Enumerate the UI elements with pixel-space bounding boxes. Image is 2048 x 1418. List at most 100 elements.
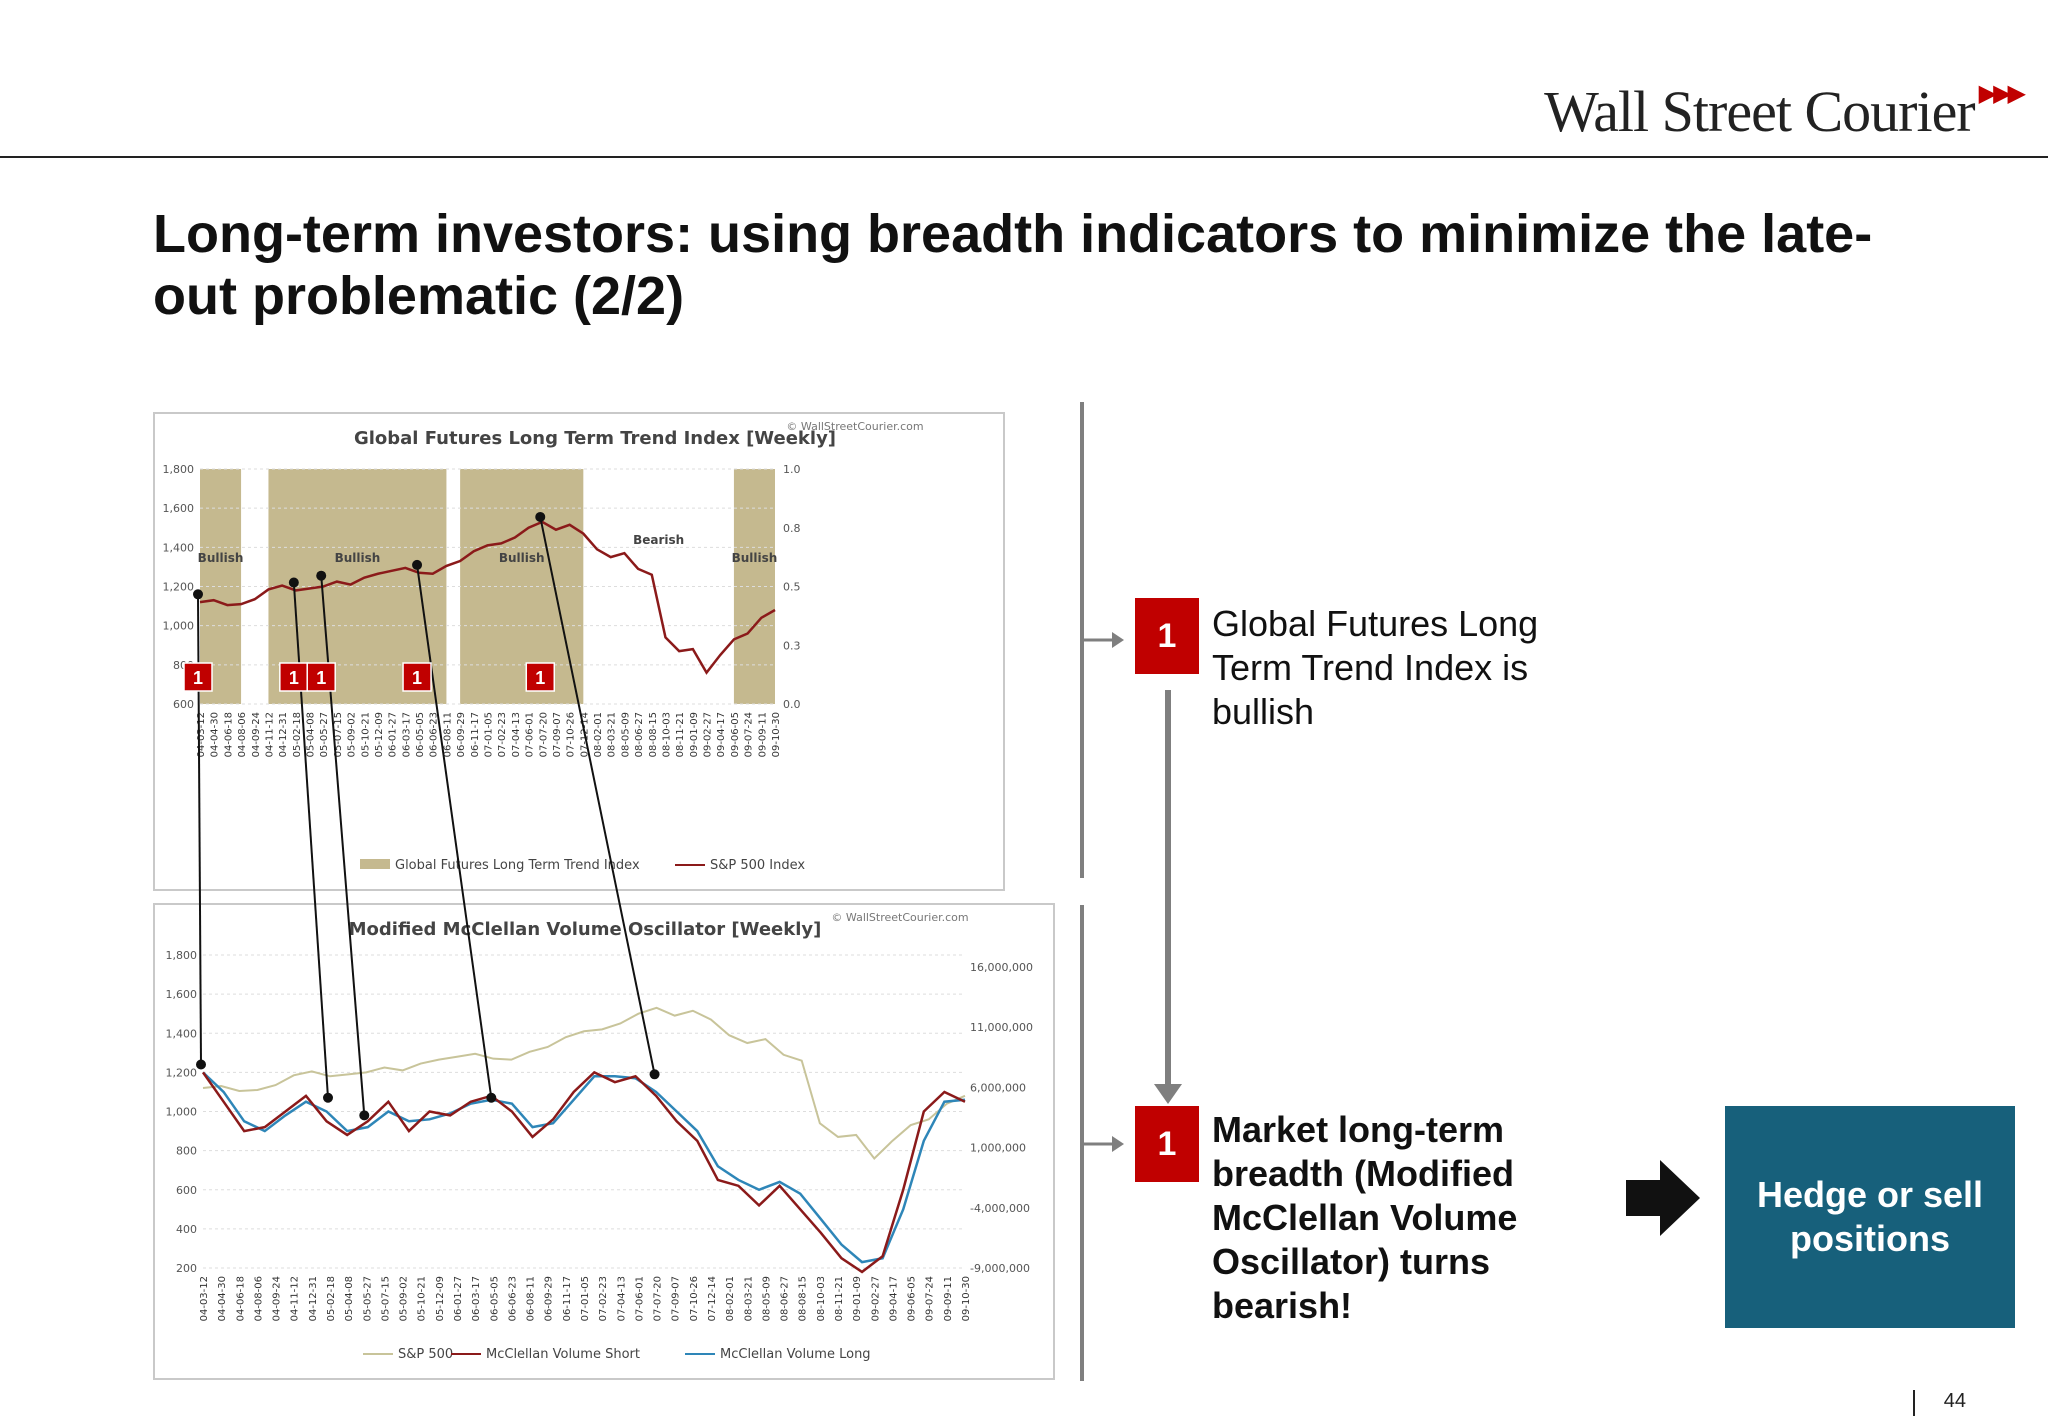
x-tick-label: 05-02-18 [326, 1276, 337, 1321]
chart-legend: S&P 500 McClellan Volume Short McClellan… [363, 1347, 871, 1362]
section-divider [1080, 905, 1084, 1381]
chart-mcclellan: Modified McClellan Volume Oscillator [We… [166, 911, 1033, 1362]
x-tick-label: 07-04-13 [511, 712, 522, 757]
header-divider [0, 156, 2048, 158]
x-tick-label: 06-06-23 [429, 712, 440, 757]
x-tick-label: 08-08-15 [798, 1276, 809, 1321]
x-tick-label: 04-06-18 [223, 712, 234, 757]
x-tick-label: 05-09-02 [399, 1276, 410, 1321]
x-tick-label: 05-02-18 [292, 712, 303, 757]
marker-dot [196, 1059, 206, 1070]
y-right-tick-label: -9,000,000 [970, 1262, 1030, 1275]
x-tick-label: 05-07-15 [380, 1276, 391, 1321]
x-tick-label: 06-11-17 [562, 1276, 573, 1321]
y-left-tick-label: 800 [176, 1145, 197, 1158]
y-left-tick-label: 1,800 [166, 949, 198, 962]
chart-panel-mcclellan: Modified McClellan Volume Oscillator [We… [153, 903, 1055, 1380]
chart-panel-trend-index: Global Futures Long Term Trend Index [We… [153, 412, 1005, 891]
brand-name: Wall Street Courier [1544, 79, 1976, 144]
x-tick-label: 07-09-07 [552, 712, 563, 757]
page-number-separator [1913, 1390, 1915, 1416]
x-tick-label: 08-11-21 [834, 1276, 845, 1321]
x-tick-label: 08-06-27 [780, 1276, 791, 1321]
marker-badge-label: 1 [289, 668, 299, 688]
x-tick-label: 09-02-27 [870, 1276, 881, 1321]
x-tick-label: 08-02-01 [593, 712, 604, 757]
x-tick-label: 08-11-21 [675, 712, 686, 757]
x-tick-label: 07-02-23 [598, 1276, 609, 1321]
x-tick-label: 05-10-21 [417, 1276, 428, 1321]
legend-swatch [360, 859, 390, 869]
brand-logo: Wall Street Courier ▶▶▶ [1544, 78, 2026, 145]
y-right-tick-label: 0.0 [783, 698, 801, 711]
y-right-tick-label: 0.5 [783, 581, 801, 594]
x-tick-label: 08-05-09 [620, 712, 631, 757]
marker-dot [288, 577, 299, 588]
legend-label: Global Futures Long Term Trend Index [395, 858, 640, 873]
marker-dot [486, 1092, 497, 1103]
y-right-tick-label: 11,000,000 [970, 1021, 1033, 1034]
y-left-tick-label: 600 [176, 1184, 197, 1197]
x-tick-label: 06-05-05 [415, 712, 426, 757]
sp500-series-line [199, 520, 776, 675]
y-right-tick-label: 1,000,000 [970, 1142, 1026, 1155]
hedge-or-sell-box: Hedge or sell positions [1725, 1106, 2015, 1328]
x-tick-label: 06-08-11 [526, 1276, 537, 1321]
x-tick-label: 08-03-21 [743, 1276, 754, 1321]
connector-line [292, 582, 329, 1098]
legend-label: S&P 500 [398, 1347, 453, 1362]
x-tick-label: 07-01-05 [580, 1276, 591, 1321]
x-tick-label: 07-07-20 [653, 1276, 664, 1321]
y-left-tick-label: 1,600 [163, 502, 195, 515]
x-tick-label: 07-12-14 [707, 1276, 718, 1321]
legend-label: McClellan Volume Long [720, 1347, 871, 1362]
x-tick-label: 06-09-29 [544, 1276, 555, 1321]
x-tick-label: 08-06-27 [634, 712, 645, 757]
x-tick-label: 05-05-27 [319, 712, 330, 757]
x-tick-label: 05-09-02 [347, 712, 358, 757]
x-tick-label: 07-04-13 [616, 1276, 627, 1321]
x-tick-label: 09-09-11 [757, 712, 768, 757]
marker-badge-label: 1 [193, 668, 203, 688]
x-tick-label: 06-01-27 [388, 712, 399, 757]
mcclellan-long-series-line [202, 1071, 966, 1264]
chart-title: Global Futures Long Term Trend Index [We… [354, 428, 836, 449]
x-tick-label: 09-10-30 [961, 1276, 972, 1321]
sp500-olive-series-line [202, 1006, 966, 1160]
step-1-text: Global Futures Long Term Trend Index is … [1212, 603, 1539, 732]
marker-badge-label: 1 [316, 668, 326, 688]
chart-legend: Global Futures Long Term Trend Index S&P… [360, 858, 805, 873]
x-tick-label: 05-04-08 [306, 712, 317, 757]
x-tick-label: 09-06-05 [907, 1276, 918, 1321]
right-arrow-icon [1084, 1136, 1124, 1152]
x-tick-label: 07-06-01 [634, 1276, 645, 1321]
regime-label: Bullish [499, 551, 545, 565]
step-2-text: Market long-term breadth (Modified McCle… [1212, 1109, 1518, 1326]
regime-label: Bullish [335, 551, 381, 565]
x-tick-label: 04-11-12 [290, 1276, 301, 1321]
chart-watermark: © WallStreetCourier.com [786, 420, 923, 433]
marker-dot [359, 1110, 370, 1121]
x-tick-label: 08-02-01 [725, 1276, 736, 1321]
x-tick-label: 06-08-11 [442, 712, 453, 757]
x-tick-label: 09-01-09 [689, 712, 700, 757]
connector-line [416, 564, 493, 1098]
chart-watermark: © WallStreetCourier.com [831, 911, 968, 924]
y-left-tick-label: 600 [173, 698, 194, 711]
x-tick-label: 07-02-23 [497, 712, 508, 757]
x-tick-label: 04-09-24 [272, 1276, 283, 1321]
marker-badge-label: 1 [535, 668, 545, 688]
y-left-tick-label: 1,200 [163, 581, 195, 594]
x-tick-label: 07-10-26 [689, 1276, 700, 1321]
x-tick-label: 06-06-23 [507, 1276, 518, 1321]
x-tick-label: 06-09-29 [456, 712, 467, 757]
x-tick-label: 04-08-06 [237, 712, 248, 757]
x-tick-label: 07-07-20 [538, 712, 549, 757]
y-left-tick-label: 1,800 [163, 463, 195, 476]
x-tick-label: 06-01-27 [453, 1276, 464, 1321]
marker-dot [412, 559, 423, 570]
x-tick-label: 05-12-09 [374, 712, 385, 757]
marker-badge [279, 662, 309, 692]
x-tick-label: 04-12-31 [278, 712, 289, 757]
x-tick-label: 09-06-05 [730, 712, 741, 757]
